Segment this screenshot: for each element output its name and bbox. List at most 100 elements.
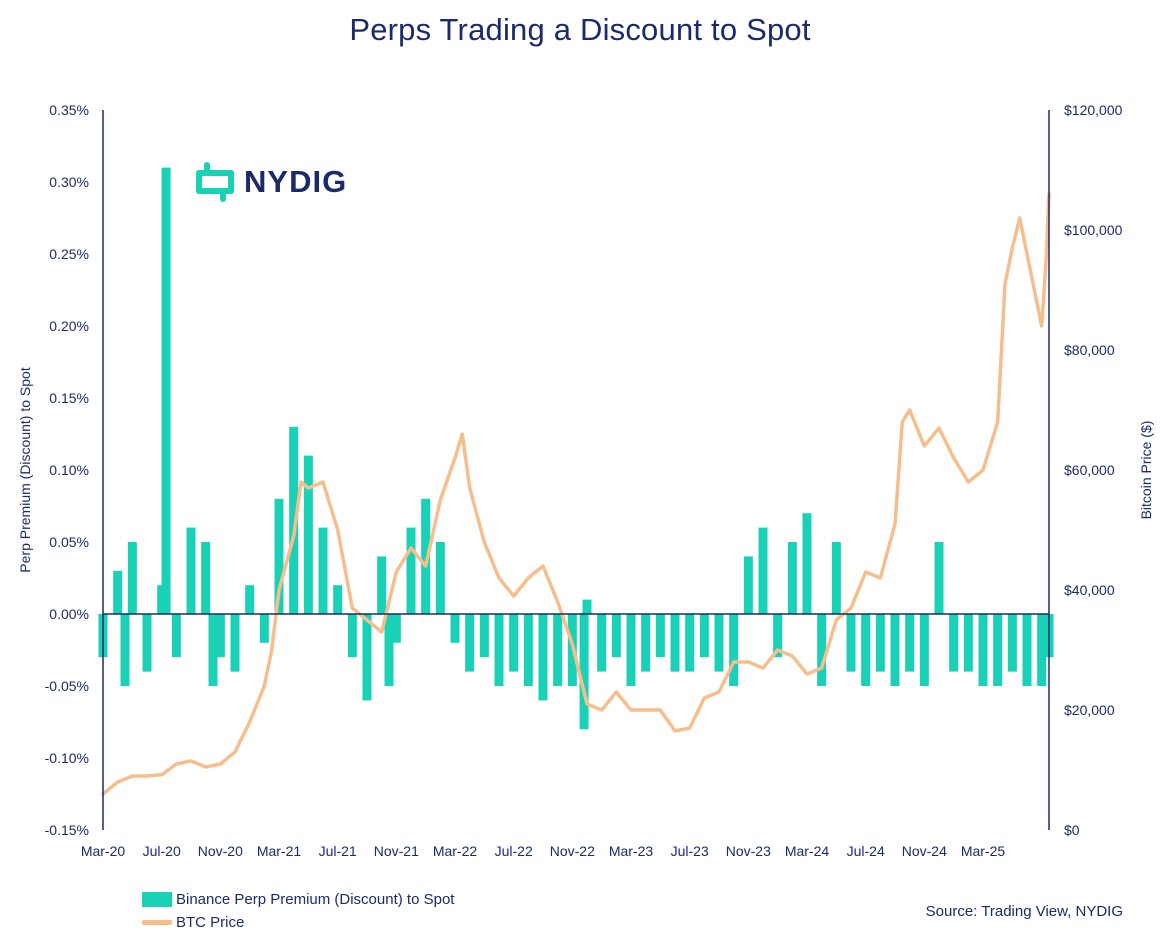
y-tick-label: -0.15% (45, 822, 89, 838)
premium-bar (406, 527, 416, 614)
premium-bar (186, 527, 196, 614)
premium-bar (538, 614, 548, 701)
x-tick-label: Jul-21 (319, 843, 357, 859)
premium-bar (494, 614, 504, 686)
y-tick-label: 0.25% (49, 246, 89, 262)
legend-item-line: BTC Price (142, 911, 454, 934)
premium-bar (142, 614, 152, 672)
premium-bar (831, 542, 841, 614)
y2-tick-label: $0 (1064, 822, 1080, 838)
legend-swatch-bars (142, 892, 172, 907)
y-tick-label: 0.20% (49, 318, 89, 334)
premium-bar (303, 455, 313, 614)
x-axis-ticks: Mar-20 Jul-20 Nov-20 Mar-21 Jul-21 Nov-21 Mar-… (81, 843, 1006, 859)
premium-bar (465, 614, 475, 672)
y2-tick-label: $60,000 (1064, 462, 1115, 478)
x-tick-label: Mar-20 (81, 843, 126, 859)
premium-bar (1007, 614, 1017, 672)
premium-bar (685, 614, 695, 672)
premium-bar (215, 614, 225, 658)
nydig-logo-icon (196, 162, 234, 202)
chart-title: Perps Trading a Discount to Spot (349, 12, 811, 47)
legend-label-line: BTC Price (176, 914, 245, 931)
btc-price-line-layer (101, 192, 1051, 796)
premium-bar (377, 556, 387, 614)
premium-bar (861, 614, 871, 686)
premium-bar (582, 599, 592, 614)
premium-bar (626, 614, 636, 686)
premium-bar (259, 614, 269, 643)
premium-bar (729, 614, 739, 686)
premium-bar (289, 426, 299, 614)
premium-bar (435, 542, 445, 614)
x-tick-label: Nov-24 (902, 843, 947, 859)
premium-bar (553, 614, 563, 686)
premium-bar (171, 614, 181, 658)
premium-bar (274, 498, 284, 614)
premium-bar (963, 614, 973, 672)
x-tick-label: Mar-22 (433, 843, 478, 859)
premium-bar (699, 614, 709, 658)
premium-bar (391, 614, 401, 643)
legend-swatch-line (142, 920, 172, 925)
y-tick-label: 0.10% (49, 462, 89, 478)
premium-bar (993, 614, 1003, 686)
premium-bar (450, 614, 460, 643)
x-tick-label: Nov-22 (550, 843, 595, 859)
premium-bar (120, 614, 130, 686)
y2-tick-label: $80,000 (1064, 342, 1115, 358)
premium-bar (787, 542, 797, 614)
y2-tick-label: $20,000 (1064, 702, 1115, 718)
left-axis-ticks: -0.15% -0.10% -0.05% 0.00% 0.05% 0.10% 0.15% 0.… (45, 102, 89, 838)
right-axis-ticks: $0 $20,000 $40,000 $60,000 $80,000 $100,000 $1… (1064, 102, 1123, 838)
premium-bar (1037, 614, 1047, 686)
x-tick-label: Jul-20 (143, 843, 181, 859)
y-tick-label: -0.10% (45, 750, 89, 766)
source-note: Source: Trading View, NYDIG (925, 903, 1123, 920)
y-tick-label: 0.15% (49, 390, 89, 406)
premium-bar (817, 614, 827, 686)
premium-bar (714, 614, 724, 672)
premium-bar (1022, 614, 1032, 686)
btc-price-line (101, 192, 1051, 796)
y2-tick-label: $120,000 (1064, 102, 1123, 118)
premium-bar (208, 614, 218, 686)
premium-bar (127, 542, 137, 614)
x-tick-label: Mar-24 (785, 843, 830, 859)
premium-bar (113, 570, 123, 614)
premium-bar (597, 614, 607, 672)
y-tick-label: 0.05% (49, 534, 89, 550)
x-tick-label: Mar-21 (257, 843, 302, 859)
y2-tick-label: $40,000 (1064, 582, 1115, 598)
y-axis-title: Perp Premium (Discount) to Spot (17, 367, 33, 573)
premium-bar (509, 614, 519, 672)
x-tick-label: Nov-20 (198, 843, 243, 859)
premium-bar (655, 614, 665, 658)
y-tick-label: -0.05% (45, 678, 89, 694)
premium-bar (846, 614, 856, 672)
premium-bar (161, 167, 171, 614)
x-tick-label: Jul-22 (495, 843, 533, 859)
x-tick-label: Nov-23 (726, 843, 771, 859)
nydig-wordmark: NYDIG (244, 164, 348, 199)
y-tick-label: 0.00% (49, 606, 89, 622)
premium-bar (919, 614, 929, 686)
y-tick-label: 0.35% (49, 102, 89, 118)
x-tick-label: Mar-23 (609, 843, 654, 859)
premium-bar (333, 585, 343, 614)
premium-bar (479, 614, 489, 658)
premium-bar (934, 542, 944, 614)
y-tick-label: 0.30% (49, 174, 89, 190)
x-tick-label: Jul-24 (847, 843, 885, 859)
nydig-logo: NYDIG (194, 160, 347, 204)
premium-bars (98, 167, 1054, 730)
x-tick-label: Nov-21 (374, 843, 419, 859)
legend: Binance Perp Premium (Discount) to Spot … (142, 888, 454, 934)
legend-item-bars: Binance Perp Premium (Discount) to Spot (142, 888, 454, 911)
premium-bar (978, 614, 988, 686)
premium-bar (905, 614, 915, 672)
premium-bar (773, 614, 783, 658)
premium-bar (890, 614, 900, 686)
premium-bar (347, 614, 357, 658)
